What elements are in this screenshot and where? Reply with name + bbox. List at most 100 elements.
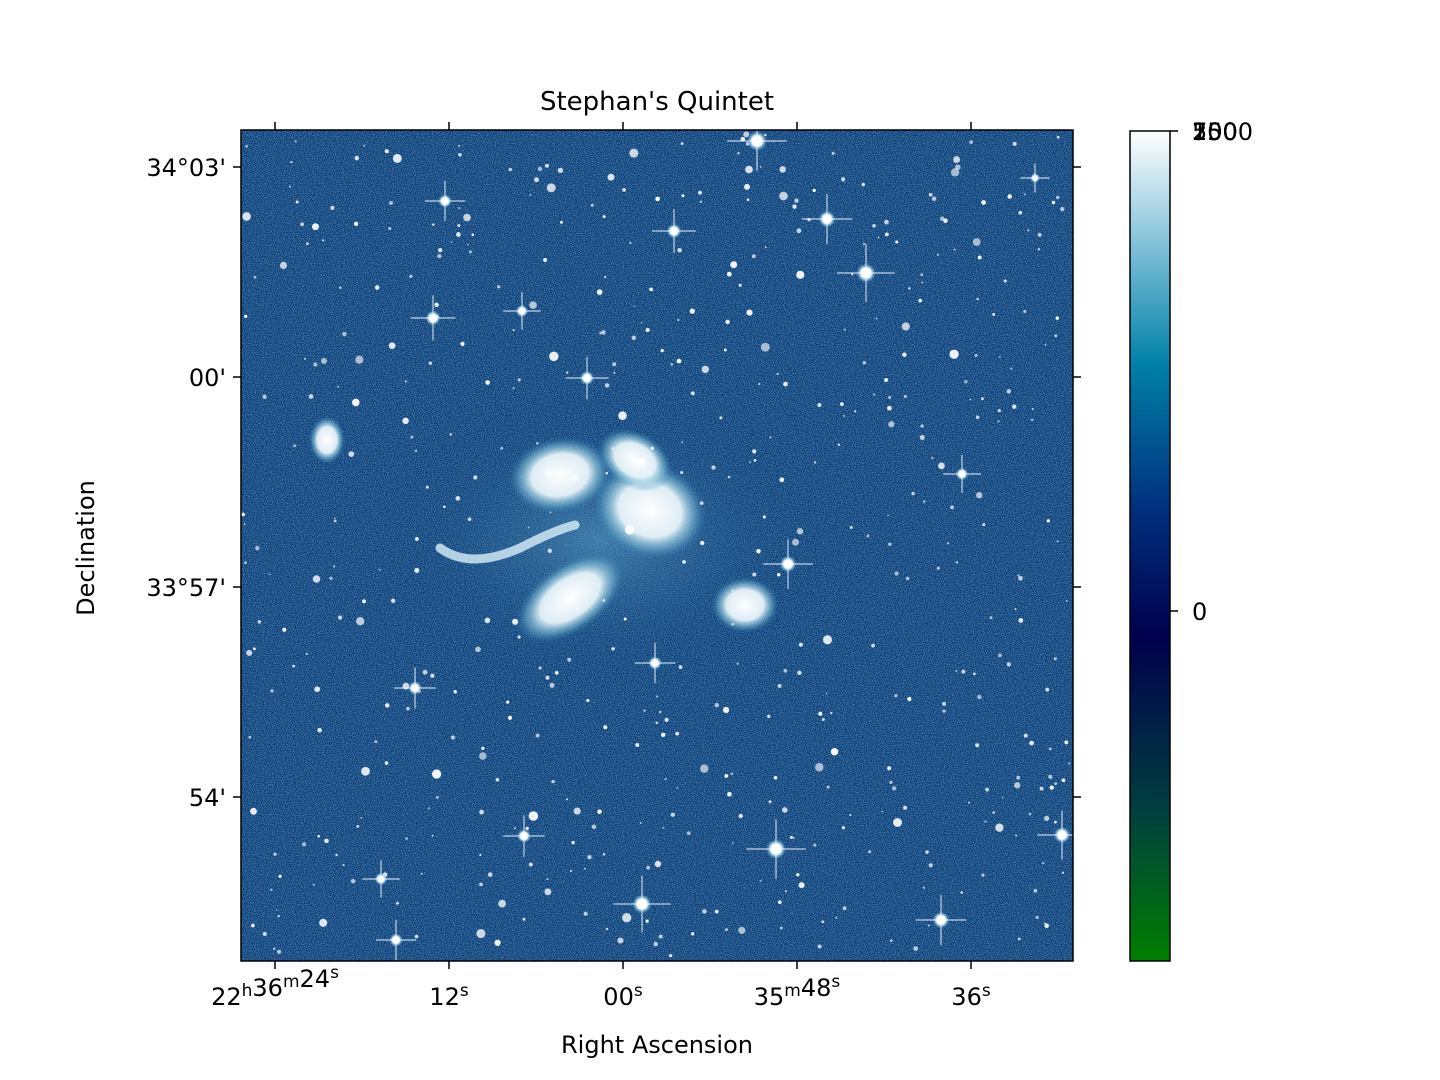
star [888, 542, 892, 547]
star [660, 348, 664, 353]
star [319, 918, 328, 927]
star [740, 136, 746, 142]
star [1035, 915, 1039, 920]
star [324, 838, 329, 844]
bright-star-core [377, 875, 385, 883]
star [308, 394, 314, 399]
star [1031, 407, 1034, 410]
star [681, 194, 685, 198]
star [964, 380, 968, 384]
star [960, 891, 963, 894]
star [388, 342, 396, 350]
star [241, 512, 246, 517]
star [928, 863, 933, 868]
star [479, 809, 484, 815]
colorbar-tick-label: 500 [1192, 118, 1238, 146]
star [639, 821, 642, 824]
star [288, 185, 291, 188]
star [650, 446, 654, 450]
star [681, 441, 684, 444]
star [885, 232, 889, 237]
star [317, 728, 322, 733]
star [1007, 194, 1012, 199]
star [570, 870, 572, 872]
star [360, 817, 363, 819]
star [453, 690, 457, 694]
star [815, 762, 824, 772]
star [840, 402, 844, 406]
star [796, 270, 805, 279]
star [290, 160, 293, 164]
star [567, 657, 572, 662]
star [535, 733, 540, 738]
star [784, 890, 787, 893]
star [981, 397, 984, 401]
star [605, 927, 609, 931]
bright-star-core [783, 559, 793, 569]
star [268, 573, 271, 576]
galaxy-ngc7319 [508, 436, 612, 514]
star [512, 618, 519, 625]
star [305, 652, 308, 656]
star [1061, 778, 1066, 783]
star [813, 843, 817, 847]
star [953, 156, 961, 164]
star [536, 441, 539, 445]
star [689, 308, 695, 314]
star [724, 928, 728, 932]
star [918, 298, 923, 303]
star [613, 371, 616, 374]
star [989, 616, 993, 620]
star [534, 177, 539, 183]
star [460, 341, 465, 347]
star [977, 255, 982, 260]
star [884, 378, 889, 382]
star [887, 766, 892, 771]
star [817, 403, 822, 407]
star [245, 145, 248, 148]
star [335, 853, 338, 857]
star [798, 882, 805, 889]
star [888, 395, 892, 399]
star [866, 534, 870, 538]
star [352, 398, 360, 407]
star [604, 275, 607, 279]
star [513, 827, 516, 830]
star [649, 512, 654, 517]
star [549, 511, 552, 514]
star [1068, 762, 1071, 765]
star [678, 665, 683, 669]
star [455, 496, 461, 501]
star [428, 361, 433, 365]
star [862, 361, 867, 365]
star [425, 485, 429, 489]
star [597, 809, 602, 814]
star [766, 714, 771, 719]
star [662, 826, 665, 829]
star [955, 669, 958, 672]
star [485, 380, 490, 385]
colorbar-tick-label: 0 [1192, 598, 1207, 626]
star [1048, 774, 1053, 780]
star [306, 242, 309, 245]
star [295, 200, 299, 204]
star [1018, 618, 1024, 623]
star [545, 675, 550, 680]
star [727, 791, 732, 797]
y-tick-label: 00' [189, 364, 226, 392]
star [257, 620, 262, 624]
star [388, 200, 394, 206]
star [549, 351, 559, 362]
star [702, 909, 707, 914]
star [405, 837, 408, 840]
star [432, 223, 435, 226]
star [1017, 937, 1021, 941]
star [1044, 815, 1050, 822]
star [294, 140, 297, 143]
star [612, 362, 617, 367]
star [471, 233, 475, 237]
star [953, 248, 956, 251]
star [1003, 279, 1007, 283]
star [538, 666, 542, 670]
